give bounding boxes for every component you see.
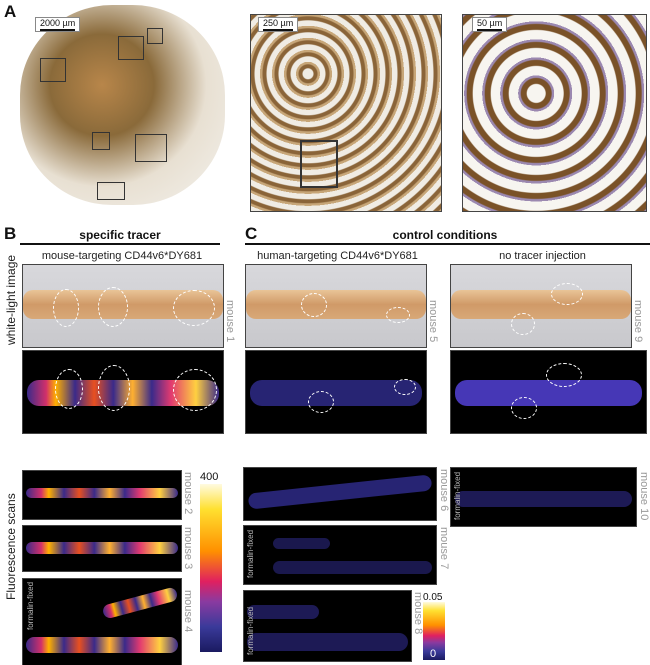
panel-label-b: B [4, 224, 17, 243]
column-title: human-targeting CD44v6*DY681 [257, 250, 418, 262]
white-light-mouse-1 [22, 264, 224, 348]
fluorescence-mouse-5 [245, 350, 427, 434]
scale-bar: 50 µm [472, 17, 508, 32]
panel-label-c: C [245, 224, 258, 243]
roi-box [118, 36, 144, 60]
panel-label-a: A [4, 2, 17, 21]
fluorescence-mouse-4 [22, 578, 182, 665]
mouse-label: mouse 10 [638, 472, 650, 521]
fluorescence-mouse-6 [243, 467, 437, 521]
divider [245, 243, 650, 245]
colorbar-min: 0 [430, 648, 437, 660]
fluorescence-mouse-2 [22, 470, 182, 520]
scale-bar-label: 50 µm [477, 18, 503, 28]
histology-overview [20, 5, 225, 205]
histology-zoom-2 [462, 14, 647, 212]
roi-box [92, 132, 110, 150]
mouse-label: mouse 6 [438, 469, 450, 512]
roi-box [135, 134, 167, 162]
white-light-mouse-9 [450, 264, 632, 348]
mouse-label: mouse 4 [182, 590, 194, 633]
column-title: no tracer injection [499, 250, 586, 262]
scale-bar-label: 250 µm [263, 18, 294, 28]
row-label-fluorescence: Fluorescence scans [4, 493, 18, 600]
mouse-label: mouse 7 [438, 527, 450, 570]
scale-bar: 2000 µm [35, 17, 81, 32]
formalin-label: formalin-fixed [26, 581, 35, 630]
colorbar-min: 0 [207, 652, 214, 664]
formalin-label: formalin-fixed [246, 529, 255, 578]
colorbar-specific [200, 484, 222, 652]
scale-bar: 250 µm [258, 17, 299, 32]
scale-bar-label: 2000 µm [40, 18, 76, 28]
colorbar-max: 400 [200, 471, 219, 483]
mouse-label: mouse 3 [182, 527, 194, 570]
mouse-label: mouse 9 [632, 300, 644, 343]
heading-specific: specific tracer [79, 228, 161, 242]
roi-box [300, 140, 338, 188]
fluorescence-mouse-10 [450, 467, 637, 527]
fluorescence-mouse-8 [243, 590, 412, 662]
fluorescence-mouse-3 [22, 525, 182, 572]
fluorescence-mouse-7 [243, 525, 437, 585]
formalin-label: formalin-fixed [246, 606, 255, 655]
roi-box [147, 28, 163, 44]
mouse-label: mouse 2 [182, 472, 194, 515]
heading-control: control conditions [392, 228, 498, 242]
divider [20, 243, 220, 245]
white-light-mouse-5 [245, 264, 427, 348]
column-title: mouse-targeting CD44v6*DY681 [41, 250, 203, 262]
roi-box [97, 182, 125, 200]
fluorescence-mouse-1 [22, 350, 224, 434]
row-label-white-light: white-light image [4, 254, 18, 345]
formalin-label: formalin-fixed [453, 471, 462, 520]
histology-zoom-1 [250, 14, 442, 212]
mouse-label: mouse 5 [427, 300, 439, 343]
mouse-label: mouse 1 [224, 300, 236, 343]
roi-box [40, 58, 66, 82]
fluorescence-mouse-9 [450, 350, 647, 434]
colorbar-max: 0.05 [423, 592, 443, 603]
colorbar-control [423, 602, 445, 660]
